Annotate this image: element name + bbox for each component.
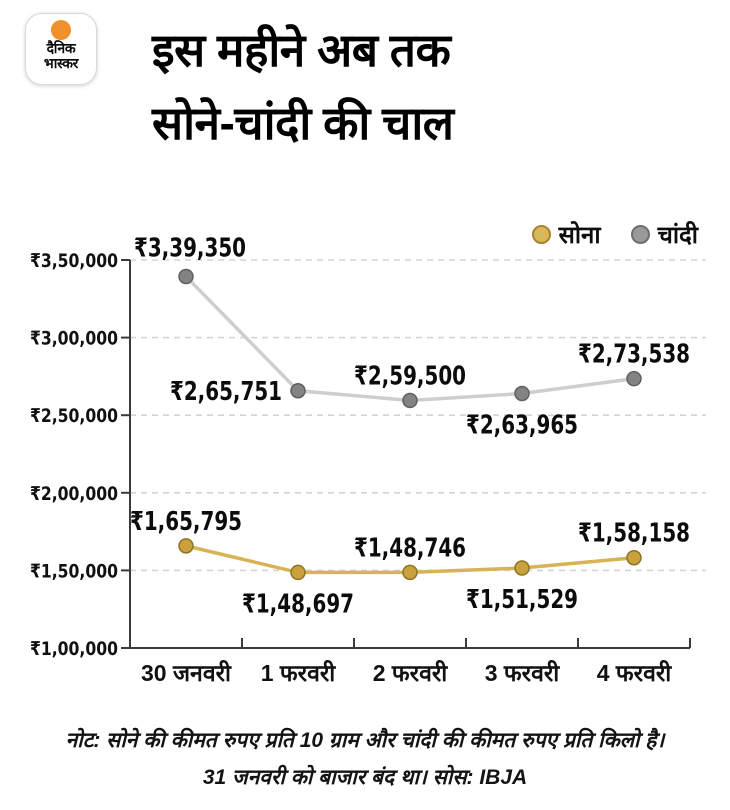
dainik-bhaskar-logo: दैनिक भास्कर <box>25 13 97 85</box>
data-point-सोना <box>178 538 194 554</box>
data-label-चांदी: ₹2,63,965 <box>466 411 578 441</box>
data-point-चांदी <box>626 370 642 387</box>
data-label-चांदी: ₹3,39,350 <box>134 234 246 264</box>
logo-text: दैनिक भास्कर <box>43 40 79 71</box>
logo-text-line2: भास्कर <box>43 55 79 71</box>
data-label-सोना: ₹1,65,795 <box>130 507 242 537</box>
data-label-चांदी: ₹2,65,751 <box>170 377 282 407</box>
x-axis-label: 3 फरवरी <box>485 659 561 686</box>
gold-silver-price-chart: ₹3,50,000 ₹3,00,000 ₹2,50,000 ₹2,00,000 ₹1,5… <box>30 234 706 686</box>
y-axis-tick-label: ₹3,00,000 <box>30 328 118 350</box>
page-title: इस महीने अब तक सोने-चांदी की चाल <box>152 14 454 160</box>
legend-label-silver: चांदी <box>657 222 698 249</box>
legend-item-silver: चांदी <box>630 218 698 251</box>
y-axis-tick-label: ₹2,00,000 <box>30 483 118 505</box>
data-point-सोना <box>402 564 418 581</box>
y-axis-tick-label: ₹1,50,000 <box>30 560 118 582</box>
data-point-सोना <box>514 560 530 576</box>
y-axis-tick-label: ₹2,50,000 <box>30 405 118 427</box>
data-point-सोना <box>626 549 642 566</box>
legend-label-gold: सोना <box>558 222 601 249</box>
x-axis-label: 2 फरवरी <box>373 659 449 686</box>
data-label-चांदी: ₹2,59,500 <box>354 361 466 391</box>
y-axis-tick-label: ₹1,00,000 <box>30 638 118 660</box>
data-point-चांदी <box>290 383 306 399</box>
x-axis-label: 4 फरवरी <box>597 659 673 686</box>
legend-item-gold: सोना <box>531 218 601 251</box>
data-label-सोना: ₹1,48,697 <box>242 589 354 619</box>
gold-legend-dot-icon <box>531 225 551 244</box>
chart-legend: सोना चांदी <box>531 218 698 251</box>
data-point-चांदी <box>514 385 530 402</box>
title-line-2: सोने-चांदी की चाल <box>152 97 454 149</box>
x-axis-label: 1 फरवरी <box>261 659 337 686</box>
data-point-सोना <box>290 564 306 581</box>
x-axis-label: 30 जनवरी <box>141 659 232 686</box>
data-label-सोना: ₹1,51,529 <box>466 585 578 615</box>
data-label-चांदी: ₹2,73,538 <box>578 340 690 370</box>
silver-legend-dot-icon <box>630 225 650 244</box>
title-line-1: इस महीने अब तक <box>152 24 451 76</box>
logo-text-line1: दैनिक <box>46 40 76 56</box>
footnote: नोट: सोने की कीमत रुपए प्रति 10 ग्राम और… <box>0 722 730 796</box>
data-point-चांदी <box>178 268 194 285</box>
data-point-चांदी <box>402 392 418 409</box>
y-axis-tick-label: ₹3,50,000 <box>30 250 118 272</box>
data-label-सोना: ₹1,48,746 <box>354 533 466 563</box>
data-label-सोना: ₹1,58,158 <box>578 519 690 549</box>
note-line-1: नोट: सोने की कीमत रुपए प्रति 10 ग्राम और… <box>65 729 665 752</box>
sun-icon <box>51 20 71 40</box>
note-line-2: 31 जनवरी को बाजार बंद था। सोस: IBJA <box>202 766 528 789</box>
